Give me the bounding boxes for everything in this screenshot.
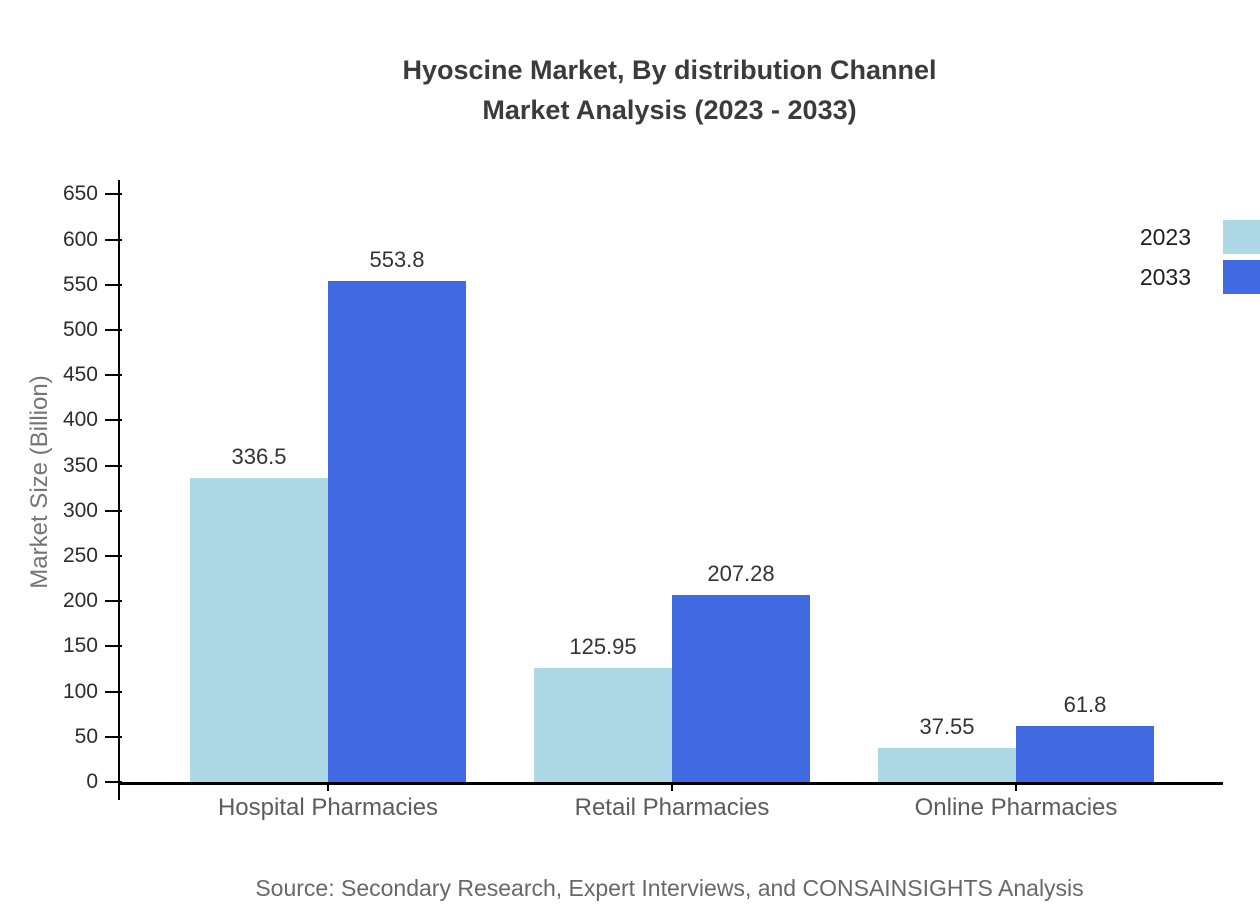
value-label-2023-online-pharmacies: 37.55	[919, 714, 975, 740]
legend: 2023 2033	[1140, 220, 1260, 300]
legend-item-2023: 2023	[1140, 220, 1260, 254]
legend-swatch-2023	[1223, 220, 1260, 254]
x-tick-mark-online-pharmacies	[1015, 782, 1017, 791]
y-tick-mark-50	[105, 735, 122, 738]
chart-title-line1: Hyoscine Market, By distribution Channel	[402, 55, 937, 85]
category-label-hospital-pharmacies: Hospital Pharmacies	[217, 794, 439, 821]
value-label-2033-online-pharmacies: 61.8	[1063, 692, 1107, 718]
y-tick-mark-600	[105, 238, 122, 241]
y-tick-label-100: 100	[62, 679, 98, 703]
category-label-retail-pharmacies: Retail Pharmacies	[574, 794, 770, 821]
y-tick-label-150: 150	[62, 634, 98, 658]
y-tick-label-400: 400	[62, 408, 98, 432]
plot-area: 0 50 100 150 200 250 300 350 400 450 500 550 600 650 3…	[63, 180, 1223, 821]
y-tick-mark-450	[105, 374, 122, 377]
x-tick-mark-hospital-pharmacies	[327, 782, 329, 791]
legend-label-2023: 2023	[1139, 223, 1191, 250]
chart-title: Hyoscine Market, By distribution Channel…	[118, 50, 1221, 130]
y-tick-mark-250	[105, 555, 122, 558]
value-label-2033-hospital-pharmacies: 553.8	[369, 247, 425, 273]
y-tick-mark-350	[105, 464, 122, 467]
y-axis-title: Market Size (Billion)	[26, 375, 53, 589]
y-tick-label-550: 550	[62, 272, 98, 296]
bar-2023-online-pharmacies	[878, 748, 1016, 782]
y-tick-label-300: 300	[62, 498, 98, 522]
y-tick-mark-500	[105, 329, 122, 332]
bar-2023-retail-pharmacies	[534, 668, 672, 782]
y-tick-label-650: 650	[62, 182, 98, 206]
legend-item-2033: 2033	[1140, 260, 1260, 294]
value-label-2033-retail-pharmacies: 207.28	[707, 560, 775, 586]
legend-swatch-2033	[1223, 260, 1260, 294]
y-tick-mark-150	[105, 645, 122, 648]
y-tick-label-450: 450	[62, 363, 98, 387]
y-tick-mark-200	[105, 600, 122, 603]
y-tick-mark-650	[105, 193, 122, 196]
bar-2033-retail-pharmacies	[672, 594, 810, 782]
bar-2023-hospital-pharmacies	[190, 477, 328, 782]
bar-2033-hospital-pharmacies	[328, 281, 466, 782]
bar-2033-online-pharmacies	[1016, 726, 1154, 782]
y-tick-label-50: 50	[74, 724, 98, 748]
y-tick-mark-400	[105, 419, 122, 422]
y-tick-label-200: 200	[62, 589, 98, 613]
y-tick-label-350: 350	[62, 453, 98, 477]
x-tick-mark-retail-pharmacies	[671, 782, 673, 791]
y-tick-mark-550	[105, 283, 122, 286]
source-attribution: Source: Secondary Research, Expert Inter…	[255, 875, 1084, 901]
value-label-2023-retail-pharmacies: 125.95	[569, 634, 637, 660]
y-tick-label-250: 250	[62, 544, 98, 568]
y-tick-label-500: 500	[62, 318, 98, 342]
y-tick-mark-300	[105, 509, 122, 512]
y-tick-mark-100	[105, 690, 122, 693]
chart-title-line2: Market Analysis (2023 - 2033)	[482, 95, 857, 125]
category-label-online-pharmacies: Online Pharmacies	[914, 794, 1118, 821]
value-label-2023-hospital-pharmacies: 336.5	[231, 443, 287, 469]
y-tick-label-600: 600	[62, 227, 98, 251]
y-tick-label-0: 0	[86, 770, 98, 793]
legend-label-2033: 2033	[1139, 263, 1191, 290]
y-axis-spur	[118, 782, 120, 800]
y-tick-mark-0	[105, 781, 122, 783]
